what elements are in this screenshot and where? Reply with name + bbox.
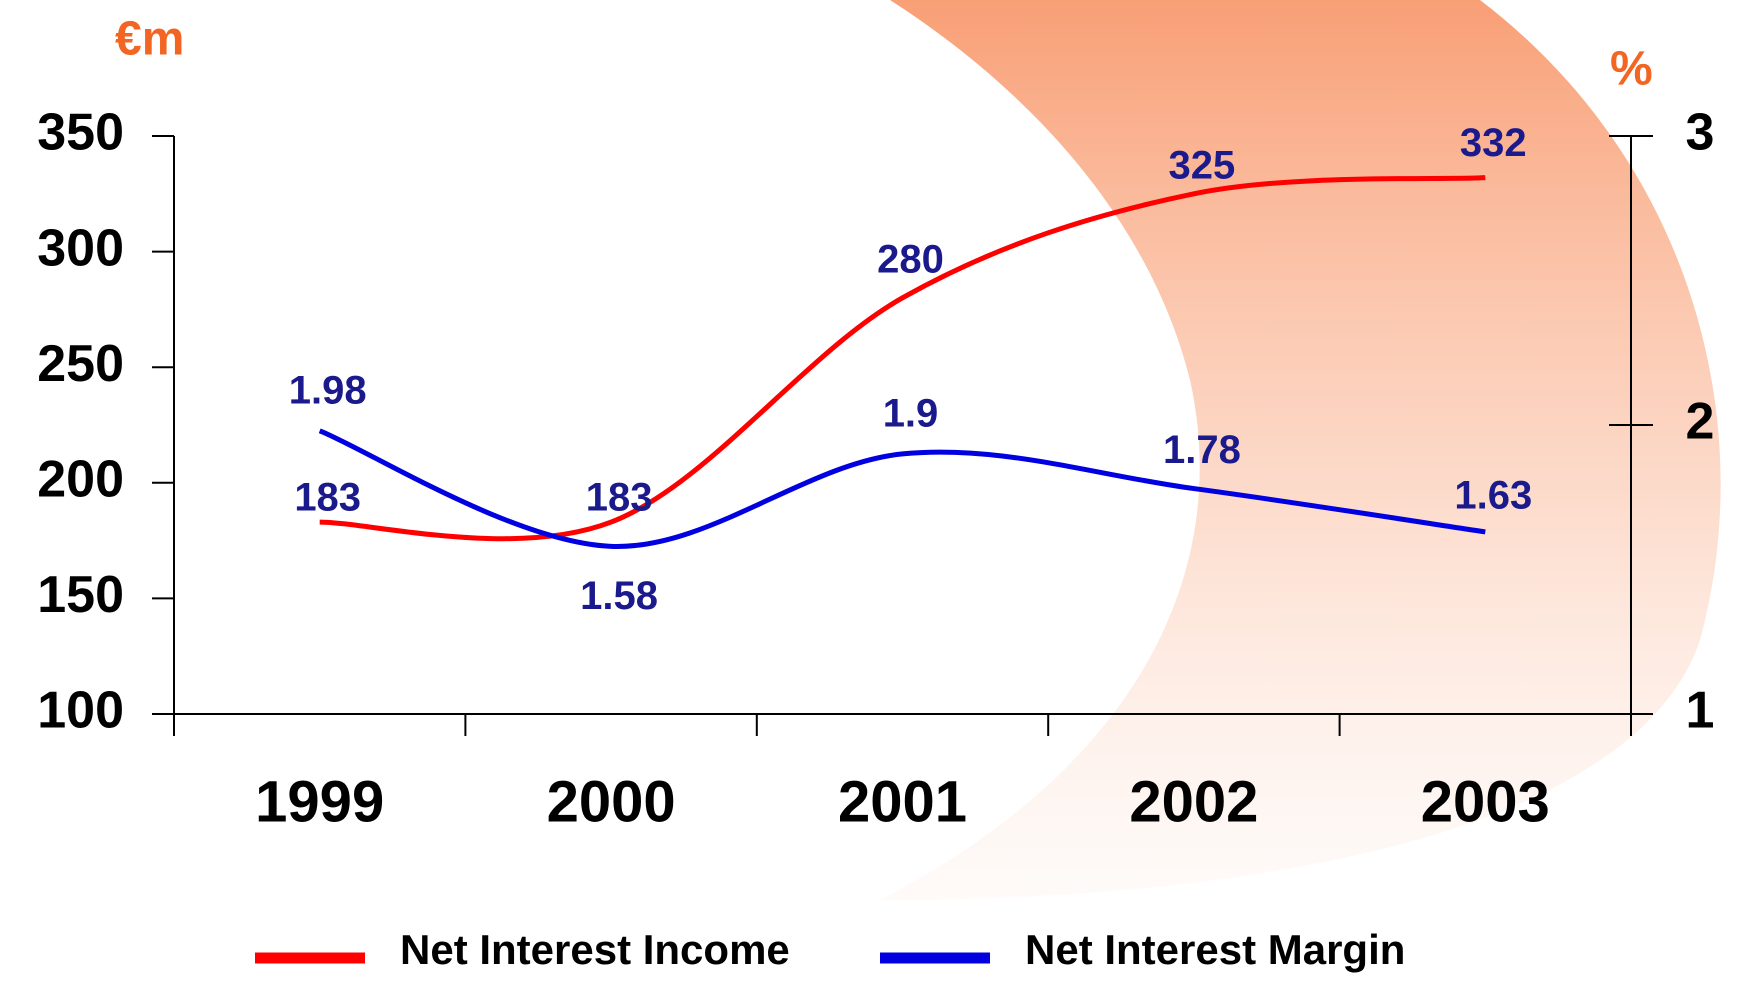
x-tick-label: 2000 [547, 769, 676, 834]
background-swoosh [880, 0, 1721, 900]
y-tick-label: 350 [37, 104, 124, 162]
y-unit: €m [115, 13, 184, 66]
series-line [319, 175, 1486, 542]
y2-tick-label: 1 [1686, 682, 1715, 740]
data-label: 183 [586, 476, 653, 520]
x-tick-label: 1999 [255, 769, 384, 834]
y2-tick-label: 3 [1686, 104, 1715, 162]
data-label: 280 [877, 237, 944, 281]
x-tick-label: 2003 [1421, 769, 1550, 834]
data-label: 1.98 [289, 368, 367, 412]
data-label: 183 [294, 476, 361, 520]
y2-unit: % [1610, 43, 1653, 96]
x-tick-label: 2001 [838, 769, 967, 834]
y-tick-label: 100 [37, 682, 124, 740]
series-line [318, 428, 1486, 549]
data-label: 325 [1169, 143, 1236, 187]
legend-label: Net Interest Income [400, 926, 790, 973]
y-tick-label: 250 [37, 335, 124, 393]
y-tick-label: 200 [37, 451, 124, 509]
data-label: 332 [1460, 121, 1527, 165]
y-tick-label: 150 [37, 566, 124, 624]
legend-label: Net Interest Margin [1025, 926, 1405, 973]
x-tick-label: 2002 [1129, 769, 1258, 834]
data-label: 1.58 [580, 574, 658, 618]
y2-tick-label: 2 [1686, 393, 1715, 451]
data-label: 1.78 [1163, 428, 1241, 472]
y-tick-label: 300 [37, 219, 124, 277]
data-label: 1.9 [883, 391, 939, 435]
data-label: 1.63 [1454, 473, 1532, 517]
